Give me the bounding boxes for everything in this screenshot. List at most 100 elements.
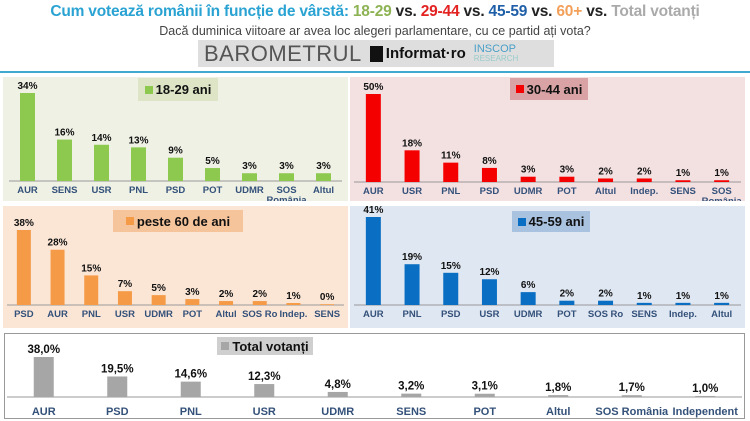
value-label: 8%	[482, 156, 497, 167]
bar-sens	[636, 302, 652, 305]
bar-sos-românia	[621, 395, 642, 397]
category-label: PNL	[180, 406, 202, 418]
category-label: UDMR	[514, 186, 543, 197]
value-label: 19,5%	[101, 363, 134, 375]
bar-usr	[404, 150, 420, 182]
chart-svg: 41% AUR 19% PNL 15% PSD 12% USR 6% UDMR 2% POT 2% SOS…	[354, 206, 741, 320]
title-vs: vs.	[531, 3, 553, 20]
title-group-60plus: 60+	[556, 3, 583, 20]
chart-svg: 38% PSD 28% AUR 15% PNL 7% USR 5% UDMR 3% POT 2% Altu…	[7, 218, 344, 320]
category-label: UDMR	[235, 185, 264, 196]
category-label: Altul	[711, 309, 732, 320]
value-label: 3%	[185, 287, 200, 298]
category-label: SENS	[396, 406, 426, 418]
bar-altul	[548, 395, 569, 397]
category-label: USR	[479, 309, 499, 320]
value-label: 2%	[598, 289, 613, 300]
category-label: PNL	[441, 186, 460, 197]
title-vs: vs.	[395, 3, 417, 20]
logo-bar: BAROMETRUL Informat·ro INSCOP RESEARCH	[198, 40, 554, 67]
chart-svg: 38,0% AUR 19,5% PSD 14,6% PNL 12,3% USR 4,8% UDMR…	[7, 344, 742, 418]
value-label: 14,6%	[174, 369, 207, 381]
value-label: 14%	[91, 133, 111, 144]
chart-60-plus: 38% PSD 28% AUR 15% PNL 7% USR 5% UDMR 3% POT 2% Altu…	[3, 206, 348, 328]
value-label: 2%	[253, 289, 268, 300]
value-label: 1%	[286, 291, 301, 302]
category-label: PSD	[441, 309, 461, 320]
legend-label: Total votanți	[232, 338, 309, 354]
bar-udmr	[242, 173, 257, 181]
bar-pot	[559, 300, 575, 305]
bar-sos-ro	[252, 301, 267, 305]
bar-pnl	[131, 147, 146, 181]
informat-text: Informat·ro	[385, 45, 466, 62]
informat-icon	[369, 45, 383, 62]
chart-svg: 50% AUR 18% USR 11% PNL 8% PSD 3% UDMR 3% POT 2% Altu…	[354, 82, 742, 201]
category-label: PNL	[403, 309, 422, 320]
category-label: Altul	[215, 309, 236, 320]
title-total: Total votanți	[611, 3, 700, 20]
chart-legend: 30-44 ani	[510, 78, 588, 100]
value-label: 38,0%	[27, 344, 60, 356]
category-label: PNL	[82, 309, 101, 320]
bar-sens	[675, 180, 691, 182]
bar-sens	[320, 304, 335, 305]
title-vs: vs.	[463, 3, 485, 20]
title-group-29-44: 29-44	[420, 3, 460, 20]
legend-label: peste 60 de ani	[136, 213, 231, 229]
chart-legend: peste 60 de ani	[113, 210, 243, 232]
value-label: 5%	[151, 283, 166, 294]
value-label: 12%	[479, 267, 499, 278]
title-group-18-29: 18-29	[352, 3, 392, 20]
bar-udmr	[151, 295, 166, 305]
bar-aur	[33, 357, 54, 397]
category-label: PSD	[480, 186, 500, 197]
bar-usr	[94, 144, 109, 181]
value-label: 2%	[598, 166, 613, 177]
bar-pnl	[443, 162, 459, 182]
bar-pot	[474, 393, 495, 397]
category-label: USR	[253, 406, 276, 418]
bar-psd	[107, 376, 128, 397]
category-label: POT	[557, 186, 577, 197]
value-label: 1%	[676, 291, 691, 302]
inscop-sub: RESEARCH	[473, 53, 519, 63]
chart-18-29: 34% AUR 16% SENS 14% USR 13% PNL 9% PSD 5% POT 3% UDM…	[3, 77, 348, 201]
bar-independent	[695, 395, 716, 397]
bar-aur	[365, 217, 381, 305]
value-label: 3%	[316, 161, 331, 172]
category-label: UDMR	[144, 309, 173, 320]
bar-psd	[16, 230, 31, 305]
bar-altul	[598, 178, 614, 182]
value-label: 7%	[118, 279, 133, 290]
value-label: 4,8%	[325, 379, 351, 391]
value-label: 3,1%	[472, 381, 498, 393]
value-label: 2%	[560, 289, 575, 300]
bar-sos-românia	[714, 180, 730, 182]
bar-udmr	[520, 176, 536, 182]
category-label: POT	[203, 185, 223, 196]
legend-label: 45-59 ani	[528, 214, 585, 229]
legend-swatch	[517, 217, 526, 226]
chart-legend: 45-59 ani	[512, 211, 590, 232]
inscop-text: INSCOP	[473, 42, 516, 55]
category-label: POT	[473, 406, 496, 418]
bar-altul	[714, 302, 730, 305]
category-label: SENS	[314, 309, 340, 320]
value-label: 11%	[441, 151, 461, 162]
bar-aur	[20, 93, 35, 181]
bar-pnl	[84, 275, 99, 305]
legend-swatch	[515, 85, 524, 93]
category-label: UDMR	[321, 406, 354, 418]
chart-30-44: 50% AUR 18% USR 11% PNL 8% PSD 3% UDMR 3% POT 2% Altu…	[350, 77, 745, 201]
bar-psd	[168, 157, 183, 181]
bar-udmr	[327, 391, 348, 397]
bar-sens	[401, 393, 422, 397]
value-label: 2%	[637, 166, 652, 177]
value-label: 3,2%	[398, 381, 424, 393]
category-label: Indep.	[279, 309, 307, 320]
value-label: 13%	[128, 135, 148, 146]
header-divider	[0, 71, 750, 73]
category-label: SENS	[670, 186, 696, 197]
